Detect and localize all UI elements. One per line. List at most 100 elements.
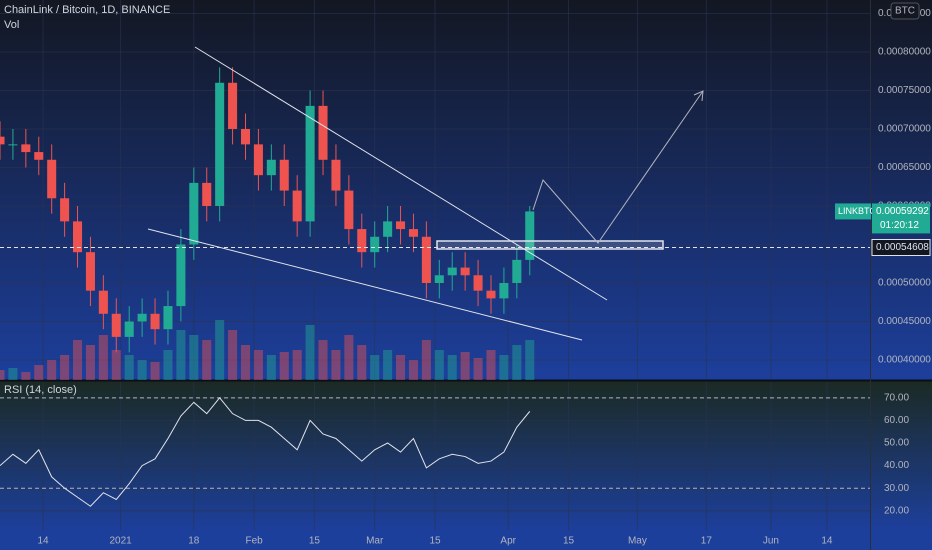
- symbol-label: LINKBTC: [838, 206, 877, 216]
- volume-bar: [60, 355, 70, 380]
- rsi-tick-label: 30.00: [884, 483, 909, 494]
- candle-body: [137, 313, 147, 322]
- volume-bar: [111, 350, 121, 380]
- candle-body: [331, 159, 341, 191]
- price-pane: [0, 0, 932, 380]
- volume-bar: [447, 355, 457, 380]
- x-tick-label: 14: [38, 536, 50, 547]
- candle-body: [486, 290, 496, 299]
- volume-bar: [137, 360, 147, 380]
- candle-body: [434, 275, 444, 283]
- volume-bar: [421, 340, 431, 380]
- volume-bar: [370, 355, 380, 380]
- marks: [0, 67, 870, 507]
- candle-body: [85, 252, 95, 291]
- candle-body: [98, 290, 108, 314]
- candle-body: [253, 144, 263, 176]
- volume-bar: [253, 350, 263, 380]
- rsi-pane: [0, 381, 932, 531]
- volume-bar: [357, 345, 367, 380]
- countdown: 01:20:12: [880, 220, 919, 231]
- rsi-tick-label: 20.00: [884, 505, 909, 516]
- currency: BTC: [895, 6, 915, 17]
- volume-bar: [202, 340, 212, 380]
- volume-bar: [124, 355, 134, 380]
- currency-badge: [890, 2, 920, 20]
- candle-body: [344, 190, 354, 230]
- volume-bar: [266, 355, 276, 380]
- rsi-tick-label: 70.00: [884, 392, 909, 403]
- candle-body: [279, 159, 289, 191]
- volume-bar: [331, 350, 341, 380]
- candle-body: [21, 144, 31, 153]
- symbol-badge: [835, 203, 871, 220]
- volume-bar: [215, 320, 225, 380]
- volume-bar: [150, 362, 160, 380]
- x-tick-label: 14: [821, 536, 833, 547]
- candle-body: [163, 306, 173, 330]
- candle-body: [396, 221, 406, 230]
- candle-body: [240, 128, 251, 145]
- candle-body: [60, 198, 70, 222]
- y-tick-label: 0.00065000: [878, 162, 931, 173]
- volume-bar: [512, 345, 522, 380]
- volume-bar: [486, 350, 496, 380]
- volume-bar: [73, 340, 83, 380]
- volume-bar: [396, 355, 406, 380]
- y-tick-label: 0.00070000: [878, 124, 931, 135]
- candle-body: [73, 221, 83, 253]
- volume-bar: [499, 355, 509, 380]
- volume-bar: [318, 340, 328, 380]
- volume-bar: [240, 345, 251, 380]
- rsi-tick-label: 50.00: [884, 438, 909, 449]
- candle-body: [383, 221, 393, 237]
- candle-body: [202, 182, 212, 206]
- rsi-tick-label: 40.00: [884, 460, 909, 471]
- rsi-line: [0, 397, 531, 507]
- candle-body: [47, 159, 57, 199]
- x-tick-label: Mar: [366, 536, 384, 547]
- candle-body: [408, 229, 418, 237]
- volume-bar: [460, 352, 470, 380]
- volume-bar: [163, 350, 173, 380]
- volume-bar: [189, 335, 199, 380]
- volume-bar: [228, 330, 238, 380]
- candle-body: [305, 105, 315, 222]
- candle-body: [499, 282, 509, 299]
- x-tick-label: 15: [309, 536, 321, 547]
- volume-bar: [0, 370, 5, 380]
- volume-bar: [98, 335, 108, 380]
- volume-bar: [21, 372, 31, 380]
- candle-body: [370, 236, 380, 253]
- volume-bar: [85, 345, 95, 380]
- volume-bar: [8, 368, 18, 380]
- volume-bar: [34, 365, 44, 380]
- volume-bar: [383, 350, 393, 380]
- x-tick-label: 15: [563, 536, 575, 547]
- volume-bar: [292, 350, 302, 380]
- trend-line: [147, 228, 583, 341]
- candle-body: [292, 190, 302, 222]
- volume-bar: [305, 325, 315, 380]
- candle-body: [228, 82, 238, 129]
- candle-body: [150, 313, 160, 330]
- level-label: 0.00054608: [876, 242, 929, 253]
- y-tick-label: 0.00050000: [878, 278, 931, 289]
- y-tick-label: 0.00045000: [878, 316, 931, 327]
- drawings: [147, 46, 704, 341]
- volume-bar: [525, 340, 535, 380]
- rsi-tick-label: 60.00: [884, 415, 909, 426]
- volume-bar: [279, 352, 289, 380]
- last-price-label: 0.00059292: [876, 206, 929, 217]
- x-tick-label: 2021: [109, 536, 132, 547]
- y-tick-label: 0.00040000: [878, 355, 931, 366]
- projection: [532, 90, 704, 244]
- last-price-badge: [872, 203, 930, 234]
- x-tick-label: 15: [429, 536, 441, 547]
- x-tick-label: 18: [188, 536, 200, 547]
- candle-body: [525, 211, 535, 260]
- x-tick-label: Apr: [500, 536, 516, 547]
- trend-line: [194, 46, 608, 301]
- candle-body: [421, 236, 431, 283]
